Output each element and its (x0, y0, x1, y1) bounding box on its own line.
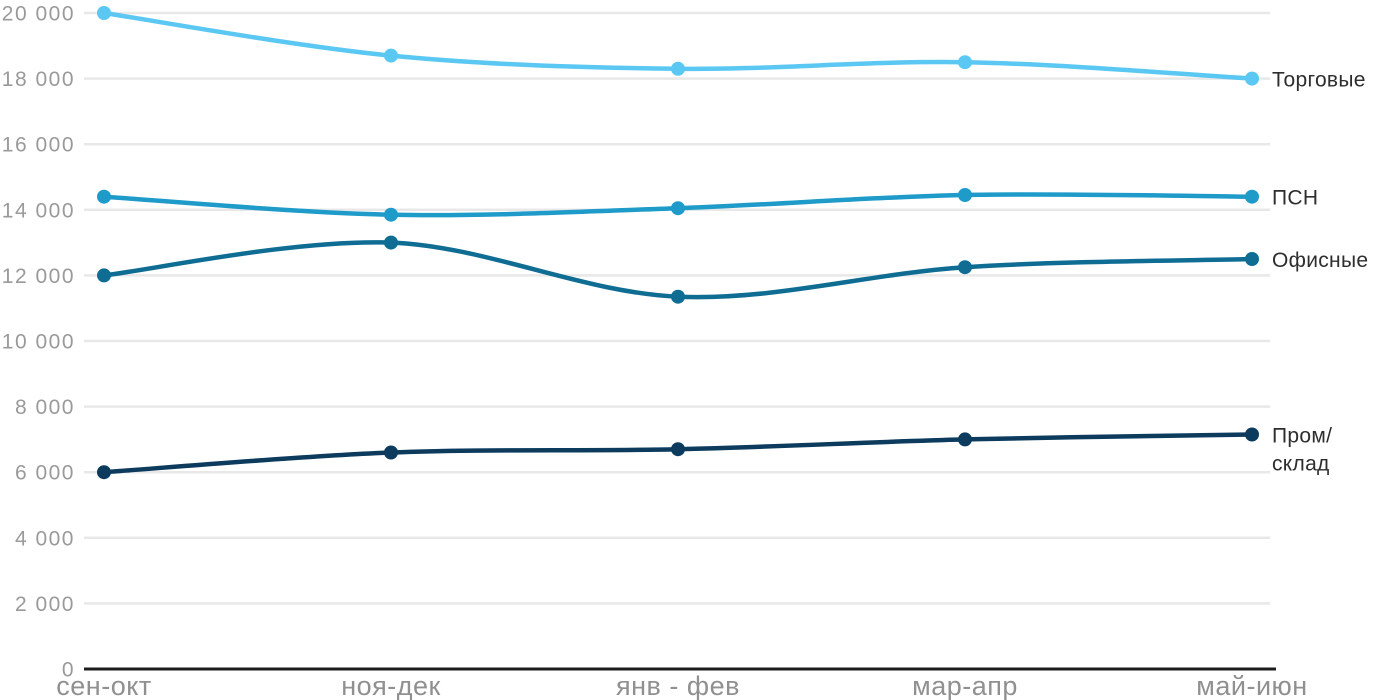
data-point-torgovye (671, 61, 685, 76)
y-tick-label: 20 000 (2, 3, 75, 26)
series-label-prom-sklad: Пром/склад (1272, 425, 1332, 476)
series-psn: ПСН (97, 187, 1318, 222)
series-prom-sklad: Пром/склад (97, 425, 1332, 480)
series-label-ofisnye: Офисные (1272, 249, 1368, 272)
data-point-psn (97, 189, 111, 204)
data-point-ofisnye (384, 235, 398, 250)
data-point-prom-sklad (671, 442, 685, 457)
x-tick-label: мар-апр (912, 671, 1018, 700)
data-point-torgovye (1245, 71, 1259, 86)
y-tick-label: 10 000 (2, 331, 75, 354)
y-tick-label: 4 000 (15, 527, 75, 550)
y-tick-label: 0 (62, 659, 75, 682)
data-point-ofisnye (1245, 252, 1259, 266)
data-point-psn (1245, 189, 1259, 204)
series-label-torgovye: Торговые (1272, 69, 1366, 92)
gridlines (84, 11, 1270, 605)
y-tick-label: 12 000 (2, 265, 75, 288)
y-tick-label: 2 000 (15, 593, 75, 616)
y-tick-label: 14 000 (2, 199, 75, 222)
data-point-prom-sklad (384, 445, 398, 460)
data-point-prom-sklad (958, 432, 972, 447)
series-line-ofisnye (101, 240, 1255, 300)
y-tick-label: 6 000 (15, 462, 75, 485)
x-tick-label: янв - фев (616, 671, 740, 700)
y-tick-label: 18 000 (2, 68, 75, 91)
data-point-prom-sklad (97, 465, 111, 480)
y-tick-label: 8 000 (15, 396, 75, 419)
x-axis-labels: сен-окт ноя-дек янв - фев мар-апр май-июн (56, 671, 1307, 700)
data-point-torgovye (958, 55, 972, 70)
x-tick-label: сен-окт (56, 671, 151, 700)
data-point-prom-sklad (1245, 427, 1259, 442)
x-tick-label: май-июн (1196, 671, 1307, 700)
data-point-ofisnye (958, 260, 972, 275)
data-point-psn (958, 188, 972, 202)
data-point-psn (384, 207, 398, 222)
y-axis-labels: 0 2 000 4 000 6 000 8 000 10 000 12 000 14 000 1… (2, 3, 75, 682)
data-point-torgovye (97, 6, 111, 20)
x-tick-label: ноя-дек (341, 671, 441, 700)
series-label-psn: ПСН (1272, 187, 1318, 210)
data-point-psn (671, 201, 685, 216)
y-tick-label: 16 000 (2, 134, 75, 157)
data-point-ofisnye (97, 268, 111, 283)
series-torgovye: Торговые (97, 6, 1366, 92)
data-point-ofisnye (671, 289, 685, 304)
series-ofisnye: Офисные (97, 235, 1368, 304)
data-point-torgovye (384, 48, 398, 63)
